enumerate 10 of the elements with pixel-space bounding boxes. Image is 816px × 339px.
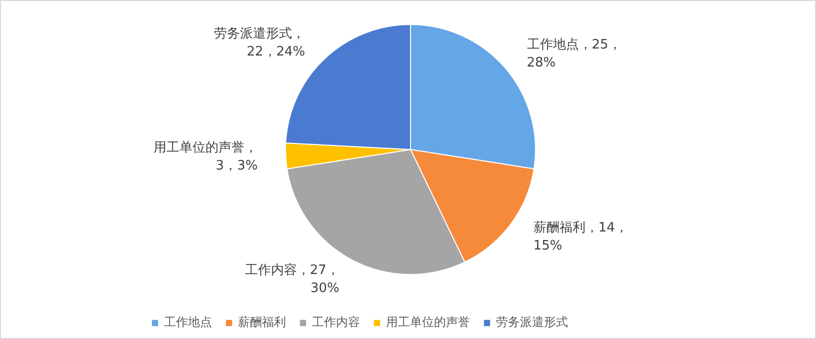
- data-label: 薪酬福利，14， 15%: [533, 220, 628, 254]
- legend-label: 工作内容: [312, 314, 360, 331]
- legend-label: 工作地点: [164, 314, 212, 331]
- legend-label: 用工单位的声誉: [386, 314, 470, 331]
- data-label: 工作内容，27， 30%: [244, 262, 340, 296]
- data-label: 用工单位的声誉， 3，3%: [154, 140, 258, 174]
- legend-label: 劳务派遣形式: [496, 314, 568, 331]
- data-label: 劳务派遣形式， 22，24%: [214, 26, 306, 60]
- legend-label: 薪酬福利: [238, 314, 286, 331]
- data-label: 工作地点，25， 28%: [526, 37, 622, 70]
